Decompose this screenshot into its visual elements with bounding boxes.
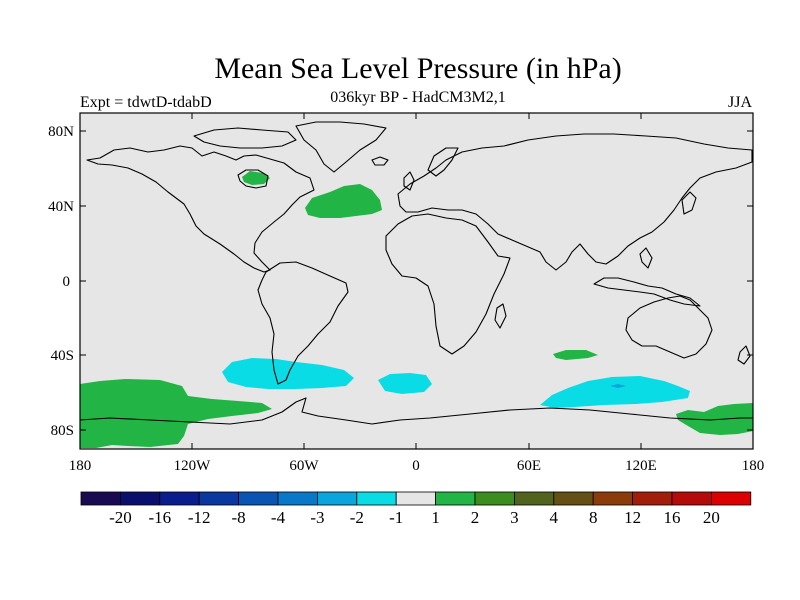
coast-indonesia [593, 277, 701, 307]
colorbar-box [159, 491, 200, 506]
colorbar-boxes [80, 491, 752, 506]
coast-iceland [371, 156, 389, 166]
colorbar-label: -1 [389, 508, 403, 527]
coast-madagascar [494, 303, 507, 329]
lon-labels: 180 120W 60W 0 60E 120E 180 [69, 458, 765, 474]
colorbar-label: -2 [350, 508, 364, 527]
lat-label-40s: 40S [51, 348, 74, 364]
coast-philippines [639, 247, 653, 269]
colorbar-box [711, 491, 752, 506]
lon-label-180e: 180 [742, 458, 765, 474]
lat-label-0: 0 [63, 274, 71, 290]
colorbar-box [395, 491, 437, 506]
coast-arctic-islands [193, 127, 297, 149]
axis-ticks [79, 113, 754, 449]
lon-label-120w: 120W [174, 458, 212, 474]
negative-anomaly-drake-passage [222, 358, 354, 389]
experiment-label: Expt = tdwtD-tdabD [80, 94, 212, 111]
map-title: Mean Sea Level Pressure (in hPa) [214, 52, 622, 85]
map-panel: 80N 40N 0 40S 80S 180 120W 60W 0 60E 120… [48, 112, 765, 474]
negative-anomaly-southern-indian [540, 376, 690, 408]
negative-anomaly-south-atlantic [378, 373, 432, 394]
colorbar-label: -4 [271, 508, 286, 527]
coast-north-america [86, 145, 315, 273]
coast-antarctica [79, 397, 753, 425]
coast-british-isles [403, 171, 415, 191]
colorbar-box [120, 491, 161, 506]
coast-greenland [295, 121, 387, 173]
colorbar-labels: -20 -16 -12 -8 -4 -3 -2 -1 1 2 3 4 8 12 16 20 [109, 508, 720, 527]
colorbar-box [356, 491, 397, 506]
coast-south-america [257, 261, 349, 385]
colorbar-label: 16 [664, 508, 681, 527]
colorbar-label: -20 [109, 508, 132, 527]
colorbar-label: 8 [589, 508, 598, 527]
colorbar-box [592, 491, 634, 506]
lon-label-180w: 180 [69, 458, 92, 474]
colorbar-label: -3 [310, 508, 324, 527]
positive-anomaly-north-atlantic [305, 184, 382, 218]
colorbar-label: 12 [624, 508, 641, 527]
coast-new-zealand [737, 345, 751, 365]
colorbar-label: 4 [550, 508, 559, 527]
colorbar-box [435, 491, 476, 506]
colorbar-box [553, 491, 594, 506]
coast-australia [625, 295, 713, 359]
colorbar-label: -12 [188, 508, 211, 527]
coast-japan [681, 191, 697, 215]
map-subtitle: 036kyr BP - HadCM3M2,1 [330, 89, 506, 106]
lon-label-0: 0 [412, 458, 420, 474]
colorbar-label: 2 [471, 508, 480, 527]
lon-label-120e: 120E [625, 458, 657, 474]
season-label: JJA [727, 94, 752, 111]
coastlines [79, 121, 753, 425]
colorbar-box [514, 491, 555, 506]
lat-label-40n: 40N [48, 199, 74, 215]
positive-anomaly-ross-sea [676, 403, 753, 435]
coast-hudson-bay [237, 169, 269, 189]
colorbar-label: -8 [232, 508, 246, 527]
negative-anomaly-core [610, 384, 626, 388]
coast-scandinavia [427, 147, 459, 177]
lat-label-80s: 80S [51, 423, 74, 439]
colorbar-box [632, 491, 673, 506]
colorbar-label: -16 [148, 508, 171, 527]
colorbar-label: 20 [703, 508, 720, 527]
lon-label-60e: 60E [517, 458, 541, 474]
colorbar-box [277, 491, 318, 506]
positive-anomaly-south-indian [553, 350, 598, 360]
colorbar-box [80, 491, 121, 506]
colorbar-label: 1 [431, 508, 440, 527]
coast-eurasia [397, 133, 753, 271]
colorbar-box [198, 491, 239, 506]
coast-africa [385, 213, 511, 355]
colorbar-box [474, 491, 515, 506]
anomaly-regions [80, 171, 753, 448]
positive-anomaly-hudson-bay [242, 171, 270, 185]
lon-label-60w: 60W [289, 458, 319, 474]
colorbar: -20 -16 -12 -8 -4 -3 -2 -1 1 2 3 4 8 12 16 20 [80, 491, 752, 527]
colorbar-box [316, 491, 358, 506]
colorbar-box [671, 491, 712, 506]
positive-anomaly-south-pacific [80, 379, 272, 448]
lat-labels: 80N 40N 0 40S 80S [48, 124, 74, 439]
colorbar-label: 3 [510, 508, 519, 527]
colorbar-box [238, 491, 279, 506]
lat-label-80n: 80N [48, 124, 74, 140]
